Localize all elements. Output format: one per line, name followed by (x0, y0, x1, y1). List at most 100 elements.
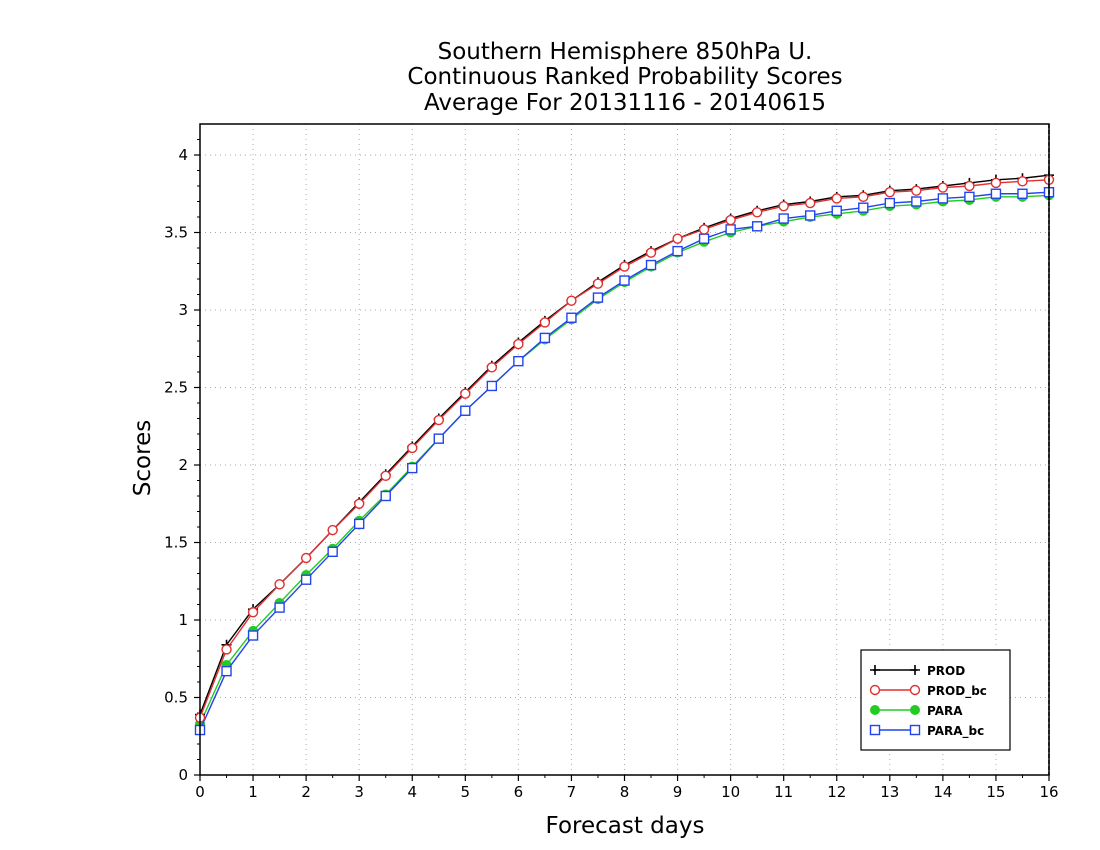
data-point (433, 433, 444, 444)
x-tick-label: 3 (354, 783, 364, 801)
x-tick-label: 10 (721, 783, 740, 801)
data-point (566, 312, 577, 323)
data-point (300, 574, 312, 585)
data-point (619, 261, 630, 272)
x-axis-ticks: 0 1 2 3 4 5 6 7 8 9 10 11 12 13 14 15 16 (195, 775, 1059, 801)
data-point (592, 278, 604, 289)
legend-marker (870, 665, 880, 675)
data-point (990, 188, 1002, 199)
x-tick-label: 12 (827, 783, 846, 801)
legend-entry-prod: PROD (870, 664, 965, 678)
data-point (513, 355, 524, 367)
series-layer (194, 170, 1055, 736)
x-tick-label: 8 (620, 783, 630, 801)
data-point (513, 338, 524, 350)
x-tick-label: 5 (461, 783, 471, 801)
x-tick-label: 0 (195, 783, 205, 801)
data-point (725, 224, 736, 235)
data-point (778, 200, 789, 212)
legend-entry-para: PARA (870, 704, 963, 718)
series-para-bc (194, 186, 1055, 736)
legend-marker (910, 665, 920, 675)
legend-entry-para-bc: PARA_bc (869, 724, 984, 739)
data-point (645, 247, 657, 258)
y-tick-label: 1 (178, 611, 188, 629)
x-tick-label: 16 (1039, 783, 1058, 801)
legend-marker (869, 684, 881, 696)
data-point (858, 191, 869, 203)
x-tick-label: 15 (986, 783, 1005, 801)
data-point (937, 182, 949, 193)
data-point (990, 177, 1002, 189)
y-tick-label: 3.5 (164, 224, 188, 242)
data-point (380, 490, 391, 502)
legend-label: PARA (927, 704, 963, 718)
x-tick-label: 1 (248, 783, 258, 801)
data-point (937, 193, 949, 204)
data-point (460, 405, 471, 416)
data-point (592, 292, 604, 303)
y-axis-label: Scores (130, 420, 156, 496)
chart-title-line-2: Continuous Ranked Probability Scores (407, 64, 842, 90)
data-point (353, 518, 365, 530)
x-tick-label: 13 (880, 783, 899, 801)
data-point (274, 602, 285, 613)
y-tick-label: 0.5 (164, 689, 188, 707)
data-point (460, 388, 471, 399)
data-point (353, 498, 365, 509)
data-point (566, 295, 577, 306)
data-point (884, 197, 896, 209)
data-point (911, 185, 922, 196)
legend-label: PARA_bc (927, 724, 984, 739)
chart-title-line-3: Average For 20131116 - 20140615 (424, 90, 826, 116)
x-tick-label: 6 (514, 783, 524, 801)
legend-label: PROD (927, 664, 965, 678)
data-point (672, 233, 683, 244)
data-point (831, 205, 842, 217)
data-point (407, 442, 418, 454)
data-point (433, 414, 444, 426)
data-point (539, 317, 551, 328)
x-tick-label: 4 (407, 783, 417, 801)
x-tick-label: 9 (673, 783, 683, 801)
data-point (698, 224, 710, 235)
legend-marker (870, 705, 880, 715)
data-point (858, 202, 869, 213)
data-point (247, 630, 259, 641)
data-point (964, 191, 975, 203)
data-point (751, 207, 763, 218)
y-tick-label: 2.5 (164, 379, 188, 397)
legend-marker (910, 705, 920, 715)
data-point (619, 275, 630, 286)
data-point (964, 180, 975, 192)
data-point (805, 210, 816, 221)
data-point (221, 644, 232, 655)
data-point (486, 380, 498, 392)
data-point (407, 462, 418, 474)
legend: PROD PROD_bc PARA PARA_bc (860, 649, 1011, 751)
data-point (672, 245, 683, 257)
data-point (327, 546, 338, 557)
data-point (221, 665, 232, 677)
x-tick-label: 7 (567, 783, 577, 801)
data-point (751, 221, 763, 232)
data-point (327, 524, 338, 536)
data-point (1017, 188, 1028, 199)
data-point (380, 470, 391, 482)
x-axis-label: Forecast days (546, 813, 705, 839)
data-point (911, 196, 922, 207)
legend-box (860, 649, 1011, 751)
y-tick-label: 3 (178, 301, 188, 319)
y-axis-ticks: 0 0.5 1 1.5 2 2.5 3 3.5 4 (164, 139, 200, 784)
data-point (778, 213, 789, 224)
data-point (1017, 176, 1028, 187)
legend-marker (909, 724, 921, 736)
data-point (725, 214, 736, 226)
data-point (645, 259, 657, 271)
x-tick-label: 14 (933, 783, 952, 801)
chart-title: Southern Hemisphere 850hPa U. Continuous… (407, 39, 842, 116)
data-point (274, 579, 285, 590)
data-point (831, 193, 842, 204)
data-point (300, 552, 312, 564)
